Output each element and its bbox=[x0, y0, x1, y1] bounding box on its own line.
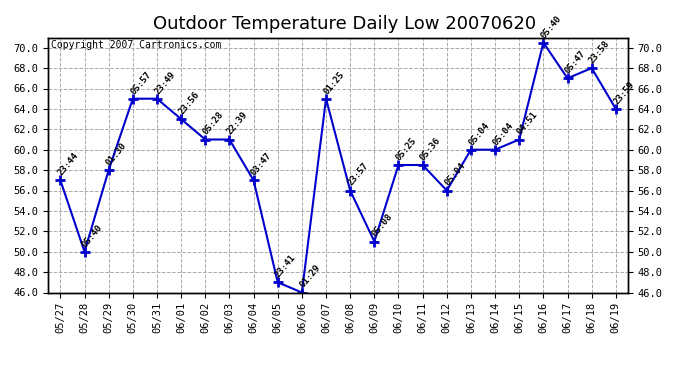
Text: 05:40: 05:40 bbox=[81, 222, 105, 249]
Text: 23:44: 23:44 bbox=[57, 151, 81, 177]
Text: 05:04: 05:04 bbox=[443, 161, 467, 188]
Text: 05:25: 05:25 bbox=[395, 136, 419, 162]
Text: 01:30: 01:30 bbox=[105, 141, 129, 167]
Text: Outdoor Temperature Daily Low 20070620: Outdoor Temperature Daily Low 20070620 bbox=[153, 15, 537, 33]
Text: 05:04: 05:04 bbox=[467, 120, 491, 147]
Text: 01:25: 01:25 bbox=[322, 69, 346, 96]
Text: 23:58: 23:58 bbox=[588, 39, 612, 65]
Text: 22:39: 22:39 bbox=[226, 110, 250, 137]
Text: 23:41: 23:41 bbox=[274, 253, 298, 279]
Text: 23:49: 23:49 bbox=[153, 69, 177, 96]
Text: 03:47: 03:47 bbox=[250, 151, 274, 177]
Text: Copyright 2007 Cartronics.com: Copyright 2007 Cartronics.com bbox=[51, 40, 221, 50]
Text: 05:57: 05:57 bbox=[129, 69, 153, 96]
Text: 23:57: 23:57 bbox=[346, 161, 371, 188]
Text: 23:59: 23:59 bbox=[612, 80, 636, 106]
Text: 05:36: 05:36 bbox=[419, 136, 443, 162]
Text: 04:51: 04:51 bbox=[515, 110, 540, 137]
Text: 23:56: 23:56 bbox=[177, 90, 201, 116]
Text: 05:28: 05:28 bbox=[201, 110, 226, 137]
Text: 05:08: 05:08 bbox=[371, 212, 395, 239]
Text: 05:47: 05:47 bbox=[564, 49, 588, 75]
Text: 01:29: 01:29 bbox=[298, 263, 322, 290]
Text: 05:40: 05:40 bbox=[540, 13, 564, 40]
Text: 05:04: 05:04 bbox=[491, 120, 515, 147]
